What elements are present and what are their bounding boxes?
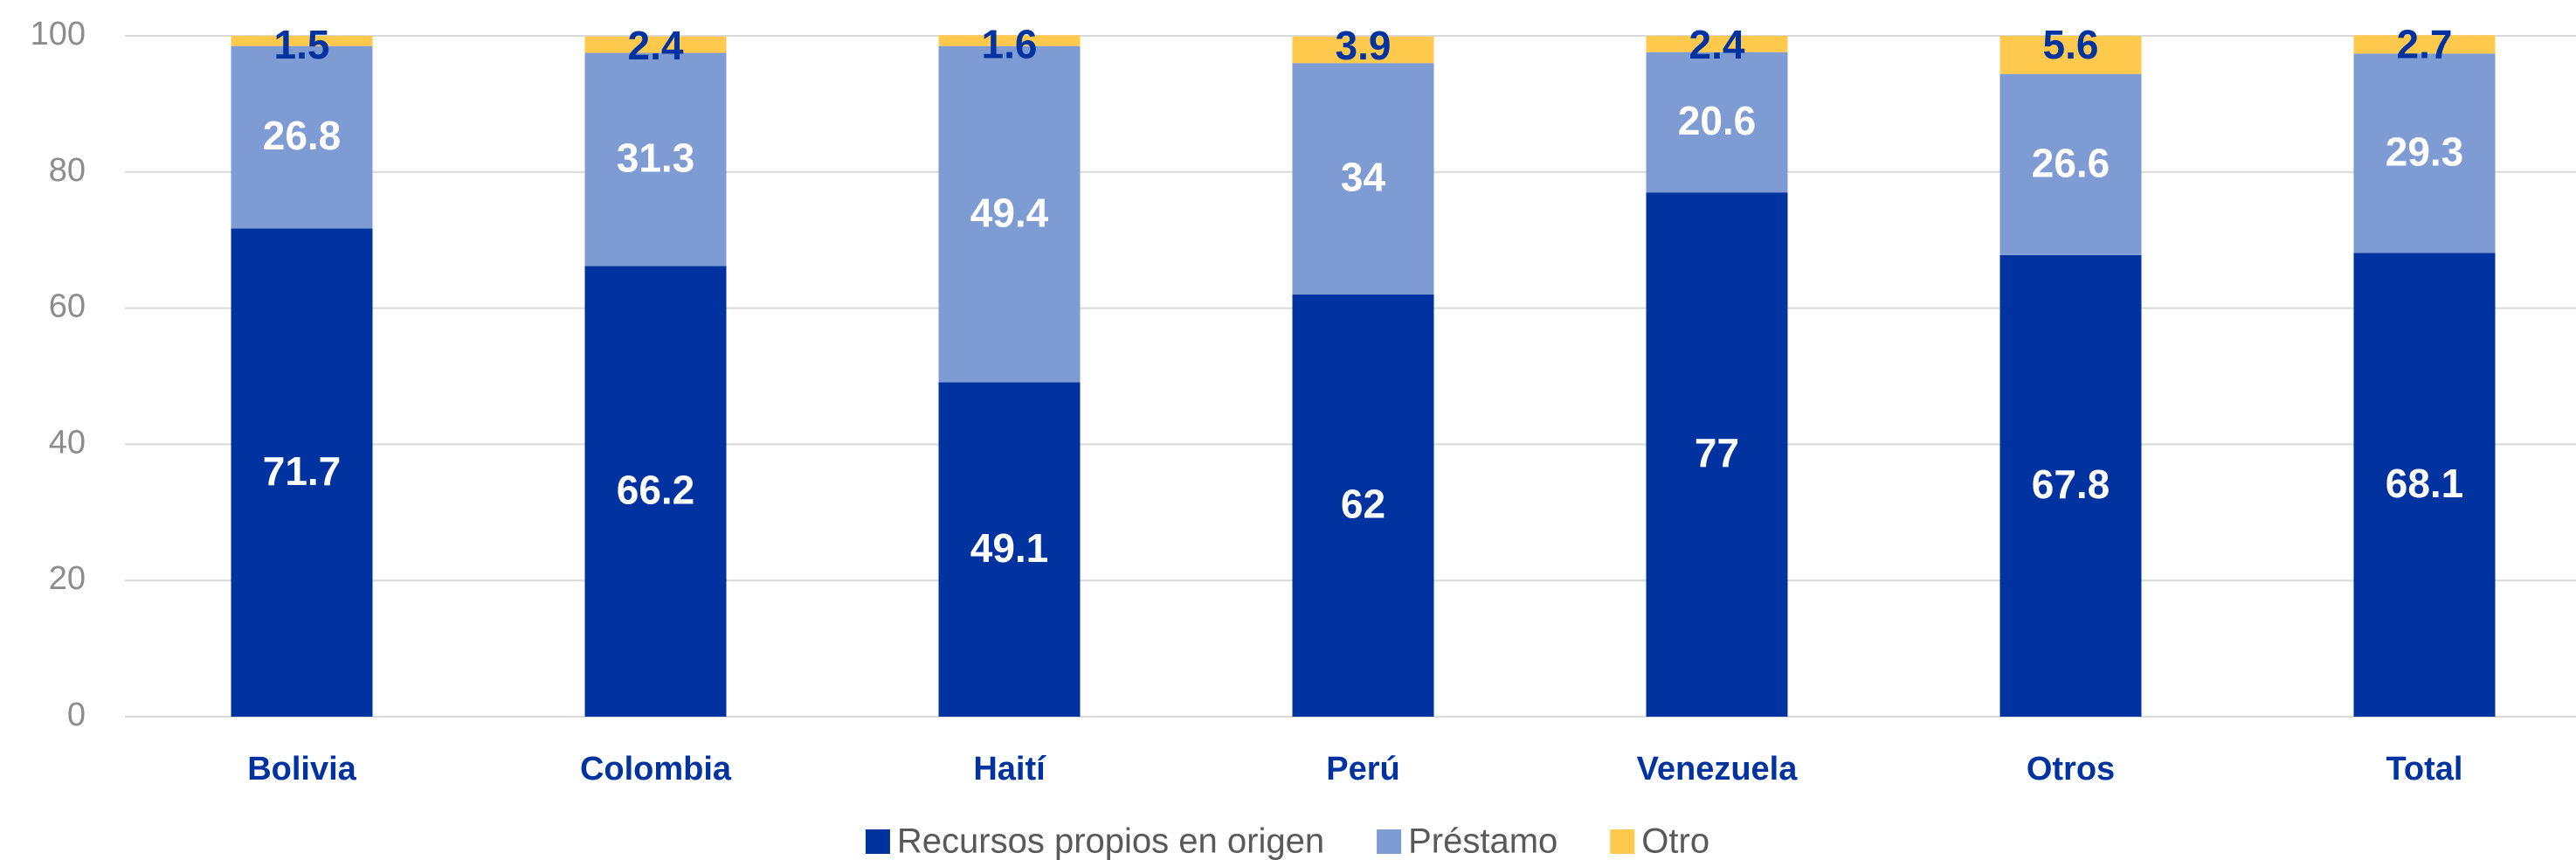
x-tick-label: Haití bbox=[973, 751, 1046, 787]
y-tick-label: 20 bbox=[49, 560, 86, 597]
bar-segment bbox=[1646, 192, 1788, 718]
value-label: 2.7 bbox=[2397, 21, 2453, 66]
legend-label: Préstamo bbox=[1408, 822, 1557, 860]
value-label: 1.5 bbox=[274, 22, 330, 67]
legend-swatch bbox=[1377, 829, 1402, 854]
bar-segment bbox=[584, 266, 727, 717]
bar-segment bbox=[584, 52, 727, 267]
value-label: 29.3 bbox=[2386, 129, 2464, 175]
x-tick-label: Total bbox=[2386, 751, 2463, 787]
bar-segment bbox=[2353, 53, 2496, 253]
x-tick-label: Colombia bbox=[580, 751, 732, 787]
value-label: 67.8 bbox=[2032, 461, 2110, 507]
x-tick-label: Bolivia bbox=[247, 751, 356, 787]
value-label: 68.1 bbox=[2386, 461, 2464, 506]
value-label: 2.4 bbox=[628, 23, 684, 68]
bar-segment bbox=[1999, 73, 2142, 255]
value-label: 77 bbox=[1695, 430, 1739, 475]
x-tick-label: Perú bbox=[1326, 751, 1399, 787]
y-tick-label: 60 bbox=[49, 288, 86, 325]
value-label: 3.9 bbox=[1336, 23, 1392, 68]
value-label: 2.4 bbox=[1689, 22, 1745, 67]
value-label: 71.7 bbox=[263, 448, 342, 494]
bar-segment bbox=[1999, 36, 2142, 74]
bar-segment bbox=[938, 382, 1081, 717]
value-label: 20.6 bbox=[1678, 98, 1757, 143]
value-label: 5.6 bbox=[2043, 22, 2099, 67]
bar-segment bbox=[231, 45, 373, 229]
legend-label: Recursos propios en origen bbox=[897, 822, 1324, 860]
bar-segment bbox=[1292, 36, 1434, 64]
y-tick-label: 0 bbox=[67, 697, 86, 733]
bar-segment bbox=[1646, 36, 1788, 52]
legend-label: Otro bbox=[1641, 822, 1709, 860]
x-tick-label: Venezuela bbox=[1637, 751, 1799, 787]
legend-swatch bbox=[865, 829, 890, 854]
value-label: 49.1 bbox=[970, 525, 1049, 571]
bar-segment bbox=[231, 228, 373, 717]
bar-segment bbox=[938, 35, 1081, 46]
value-label: 34 bbox=[1341, 155, 1386, 200]
bar-segment bbox=[1292, 63, 1434, 295]
bar-segment bbox=[231, 36, 373, 46]
value-label: 62 bbox=[1341, 482, 1385, 527]
bar-segment bbox=[584, 36, 727, 53]
value-label: 31.3 bbox=[617, 135, 695, 181]
x-tick-label: Otros bbox=[2027, 751, 2115, 787]
bar-segment bbox=[1999, 254, 2142, 717]
bar-segment bbox=[1292, 295, 1434, 717]
bar-segment bbox=[2353, 35, 2496, 54]
value-label: 49.4 bbox=[970, 190, 1049, 235]
y-tick-label: 80 bbox=[49, 152, 86, 189]
bar-segment bbox=[1646, 52, 1788, 193]
legend-swatch bbox=[1610, 829, 1635, 854]
bar-segment bbox=[938, 45, 1081, 383]
value-label: 26.6 bbox=[2032, 140, 2110, 185]
y-tick-label: 100 bbox=[31, 16, 86, 52]
y-tick-label: 40 bbox=[49, 424, 86, 461]
value-label: 1.6 bbox=[982, 21, 1038, 66]
bar-segment bbox=[2353, 253, 2496, 718]
value-label: 66.2 bbox=[617, 467, 695, 512]
value-label: 26.8 bbox=[263, 113, 342, 158]
